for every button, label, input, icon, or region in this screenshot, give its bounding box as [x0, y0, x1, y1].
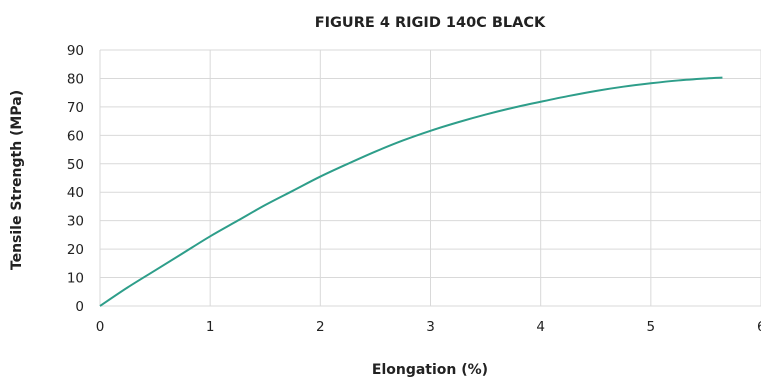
y-tick-label: 10 — [67, 271, 84, 287]
x-tick-label: 3 — [426, 319, 435, 335]
chart-title: FIGURE 4 RIGID 140C BLACK — [315, 15, 546, 31]
x-tick-label: 1 — [206, 319, 215, 335]
x-axis-label: Elongation (%) — [372, 362, 488, 378]
y-tick-label: 30 — [67, 214, 84, 230]
series-line-0 — [99, 76, 723, 307]
y-tick-label: 20 — [67, 242, 84, 258]
y-tick-label: 50 — [67, 157, 84, 173]
y-tick-label: 60 — [67, 128, 84, 144]
y-tick-label: 40 — [67, 185, 84, 201]
y-tick-label: 80 — [67, 71, 84, 87]
x-tick-label: 5 — [647, 319, 656, 335]
series — [99, 76, 723, 307]
y-tick-label: 0 — [75, 299, 84, 315]
x-tick-label: 0 — [96, 319, 105, 335]
tick-labels: 0 10 20 30 40 50 60 70 80 90 0 1 2 3 4 5 6 — [67, 43, 761, 335]
x-tick-label: 6 — [757, 319, 761, 335]
y-axis-label: Tensile Strength (MPa) — [9, 90, 25, 270]
y-tick-label: 70 — [67, 100, 84, 116]
grid — [99, 49, 761, 307]
y-tick-label: 90 — [67, 43, 84, 59]
x-tick-label: 2 — [316, 319, 325, 335]
x-tick-label: 4 — [536, 319, 545, 335]
